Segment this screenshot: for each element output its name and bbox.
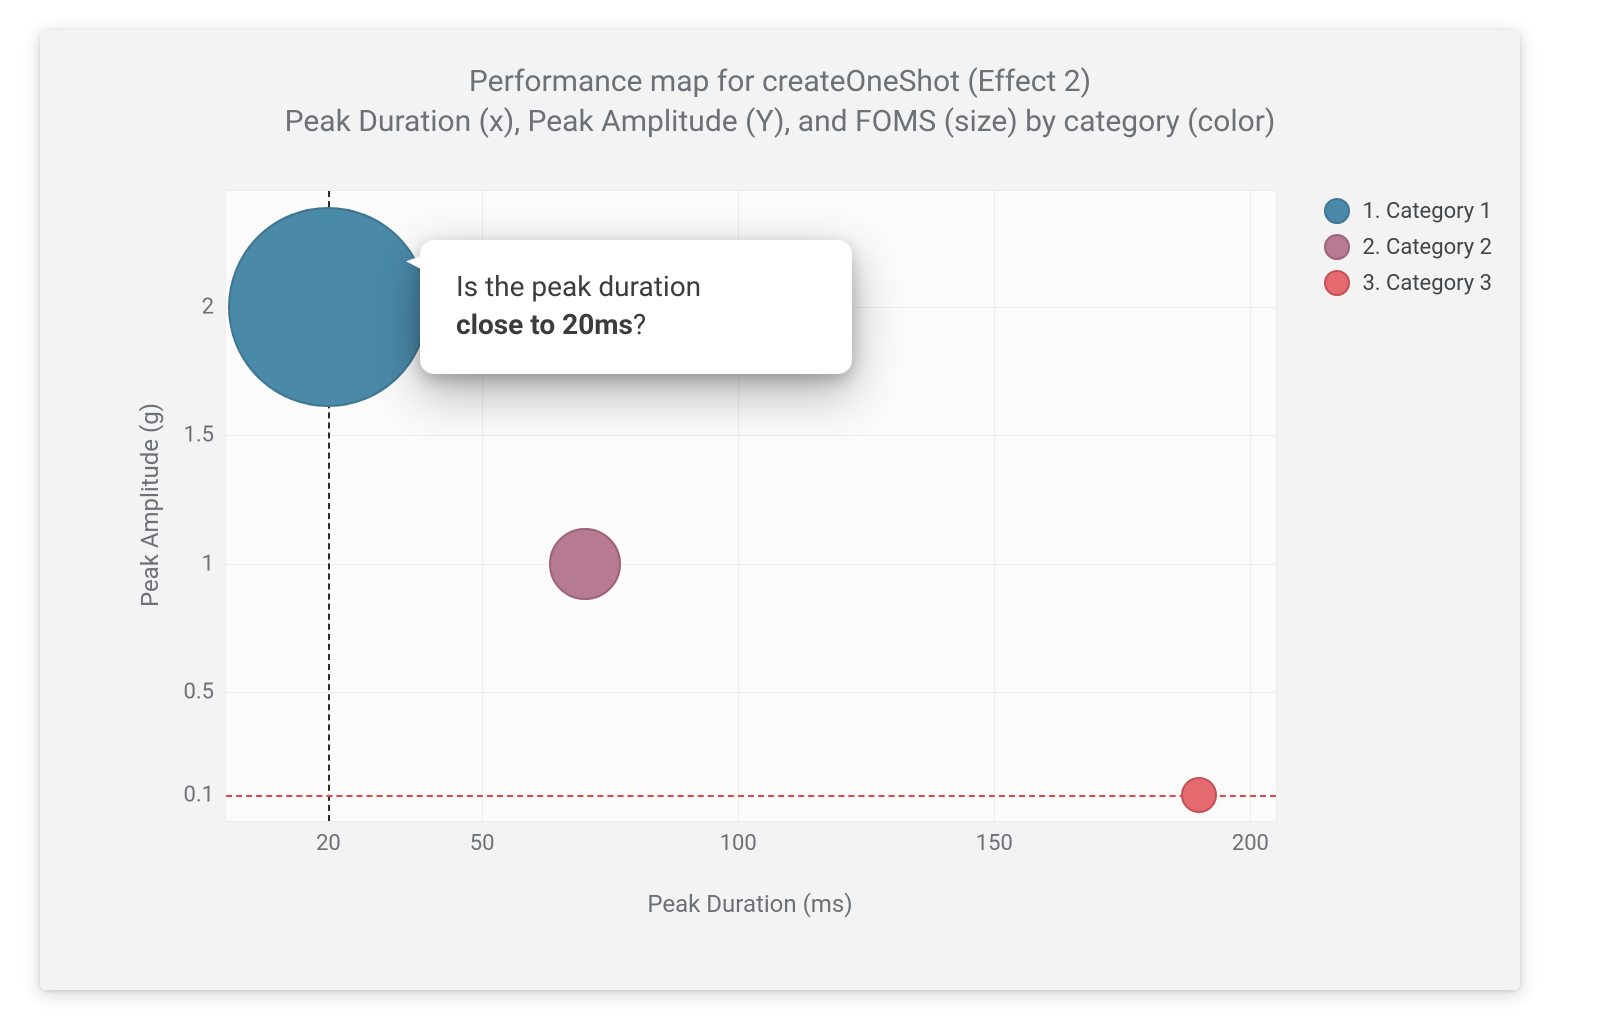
y-tick-label: 0.5 <box>134 680 214 705</box>
gridline-v <box>1250 191 1251 821</box>
gridline-h <box>226 435 1276 436</box>
callout-text-suffix: ? <box>633 308 646 341</box>
legend-item-1[interactable]: 1. Category 1 <box>1324 198 1492 224</box>
legend-label: 3. Category 3 <box>1362 271 1492 296</box>
y-tick-label: 2 <box>134 294 214 319</box>
y-tick-label: 1 <box>134 551 214 576</box>
chart-title-line1: Performance map for createOneShot (Effec… <box>469 64 1091 99</box>
x-tick-label: 150 <box>954 831 1034 856</box>
legend-swatch <box>1324 234 1350 260</box>
data-bubble-3[interactable] <box>1181 777 1217 813</box>
y-tick-label: 0.1 <box>134 783 214 808</box>
chart-title: Performance map for createOneShot (Effec… <box>40 62 1520 142</box>
y-tick-label: 1.5 <box>134 423 214 448</box>
x-axis-title: Peak Duration (ms) <box>225 890 1275 918</box>
data-bubble-2[interactable] <box>549 528 621 600</box>
legend-label: 1. Category 1 <box>1362 199 1492 224</box>
x-tick-label: 100 <box>698 831 778 856</box>
data-bubble-1[interactable] <box>228 207 428 407</box>
legend-item-3[interactable]: 3. Category 3 <box>1324 270 1492 296</box>
chart-title-line2: Peak Duration (x), Peak Amplitude (Y), a… <box>285 104 1276 139</box>
x-tick-label: 20 <box>288 831 368 856</box>
legend-label: 2. Category 2 <box>1362 235 1492 260</box>
gridline-h <box>226 692 1276 693</box>
gridline-h <box>226 564 1276 565</box>
callout-tooltip: Is the peak duration close to 20ms? <box>420 240 852 374</box>
reference-line-horizontal <box>226 795 1276 797</box>
legend-item-2[interactable]: 2. Category 2 <box>1324 234 1492 260</box>
x-axis-title-text: Peak Duration (ms) <box>647 890 852 918</box>
callout-text-prefix: Is the peak duration <box>456 270 701 303</box>
chart-card: Performance map for createOneShot (Effec… <box>40 30 1520 990</box>
legend: 1. Category 1 2. Category 2 3. Category 3 <box>1324 198 1492 306</box>
x-tick-label: 50 <box>442 831 522 856</box>
x-tick-label: 200 <box>1210 831 1290 856</box>
gridline-v <box>994 191 995 821</box>
legend-swatch <box>1324 198 1350 224</box>
callout-text-bold: close to 20ms <box>456 308 633 341</box>
legend-swatch <box>1324 270 1350 296</box>
y-axis-title: Peak Amplitude (g) <box>135 190 165 820</box>
